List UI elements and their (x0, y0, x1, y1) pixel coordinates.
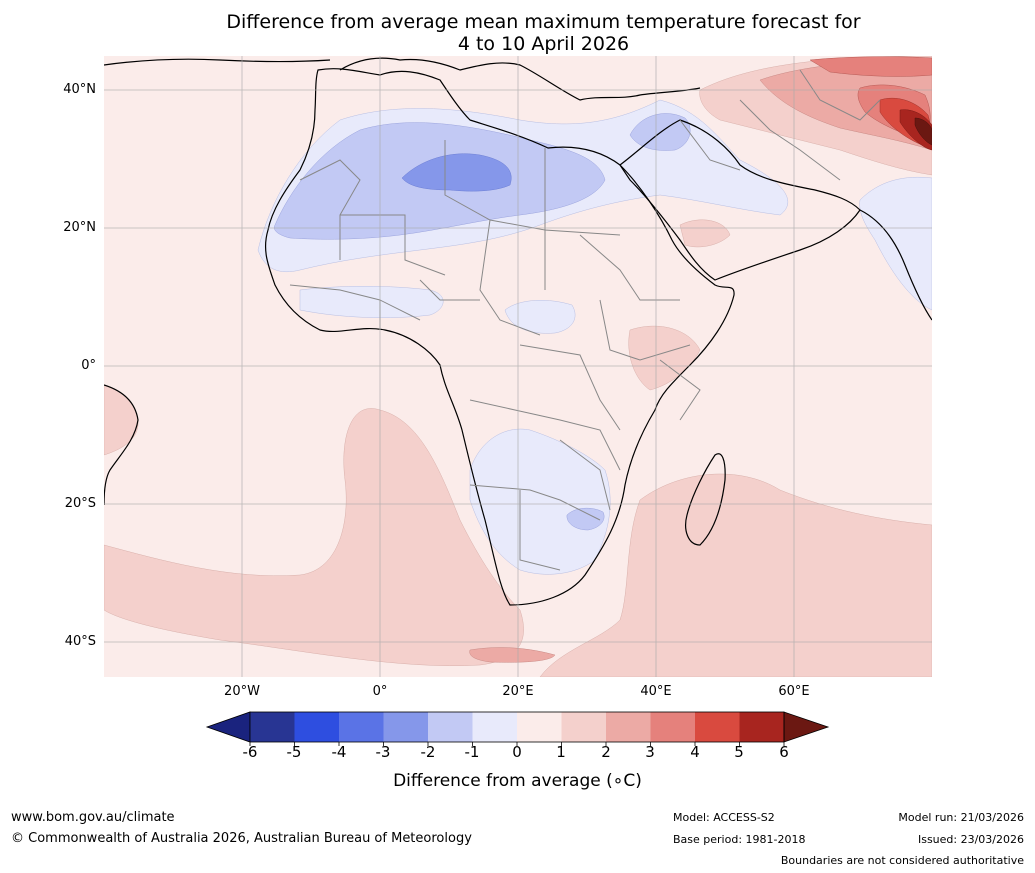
colorbar-tick: 4 (690, 743, 700, 761)
footer-copyright: © Commonwealth of Australia 2026, Austra… (11, 831, 472, 846)
lat-label: 20°S (64, 496, 96, 511)
colorbar-tick: 0 (512, 743, 522, 761)
europe-coastline (339, 57, 701, 101)
lon-label: 60°E (778, 684, 810, 699)
colorbar-tick: -5 (286, 743, 302, 761)
colorbar-segment (650, 712, 695, 742)
colorbar-tick: -4 (331, 743, 347, 761)
lat-label: 40°N (63, 82, 96, 97)
cool-zone-west-africa (299, 286, 444, 318)
footer-model-run: Model run: 21/03/2026 (898, 811, 1024, 824)
colorbar-tick: 6 (779, 743, 789, 761)
arabia-coastline (619, 119, 861, 281)
colorbar-segment (383, 712, 428, 742)
colorbar-segment (517, 712, 562, 742)
lat-label: 20°N (63, 220, 96, 235)
colorbar-tick: 1 (556, 743, 566, 761)
footer-base-period: Base period: 1981-2018 (673, 833, 806, 846)
india-coastline (859, 209, 932, 321)
colorbar-tick: -6 (242, 743, 258, 761)
lon-label: 20°E (502, 684, 534, 699)
warm-zone-indian-ocean (539, 473, 932, 677)
footer-disclaimer: Boundaries are not considered authoritat… (780, 854, 1024, 867)
south-america-coastline (104, 384, 139, 506)
footer-model: Model: ACCESS-S2 (673, 811, 775, 824)
lon-label: 40°E (640, 684, 672, 699)
warm-zone-southern-ocean (469, 647, 556, 663)
lon-label: 20°W (224, 684, 260, 699)
iberia-coastline (104, 58, 331, 66)
lat-label: 0° (81, 358, 96, 373)
madagascar-coastline (685, 453, 726, 546)
title-line-1: Difference from average mean maximum tem… (226, 11, 861, 33)
warm-zone-central-asia (809, 56, 932, 77)
warm-zone-pakistan-extreme (914, 117, 932, 146)
colorbar-segment (250, 712, 295, 742)
footer-website: www.bom.gov.au/climate (11, 810, 175, 825)
colorbar-extend-high (783, 711, 830, 743)
colorbar-segment (428, 712, 473, 742)
colorbar-segment (695, 712, 740, 742)
colorbar-segment (606, 712, 651, 742)
africa-coastline (264, 68, 735, 606)
cool-zone-southern-africa (469, 428, 611, 575)
lon-label: 0° (372, 684, 388, 699)
colorbar-label: Difference from average (∘C) (393, 771, 642, 791)
footer-issued: Issued: 23/03/2026 (917, 833, 1024, 846)
graticule (104, 56, 932, 677)
colorbar-segment (339, 712, 384, 742)
colorbar-tick: 3 (645, 743, 655, 761)
colorbar-tick: -3 (375, 743, 391, 761)
warm-zone-iran (759, 59, 932, 151)
colorbar-tick: -2 (420, 743, 436, 761)
colorbar-segment (294, 712, 339, 742)
title-line-2: 4 to 10 April 2026 (457, 33, 630, 55)
coastlines (104, 57, 932, 606)
colorbar-tick: -1 (464, 743, 480, 761)
warm-zone-pakistan-max (899, 109, 932, 151)
warm-zone-arabia (679, 219, 731, 248)
cool-zone-botswana-core (566, 507, 605, 531)
colorbar-tick: 5 (734, 743, 744, 761)
colorbar-segment (472, 712, 517, 742)
colorbar-segment (561, 712, 606, 742)
cool-zone-india (859, 177, 932, 311)
lat-label: 40°S (64, 634, 96, 649)
colorbar-segment (739, 712, 784, 742)
colorbar-extend-low (205, 711, 251, 743)
colorbar-tick: 2 (601, 743, 611, 761)
